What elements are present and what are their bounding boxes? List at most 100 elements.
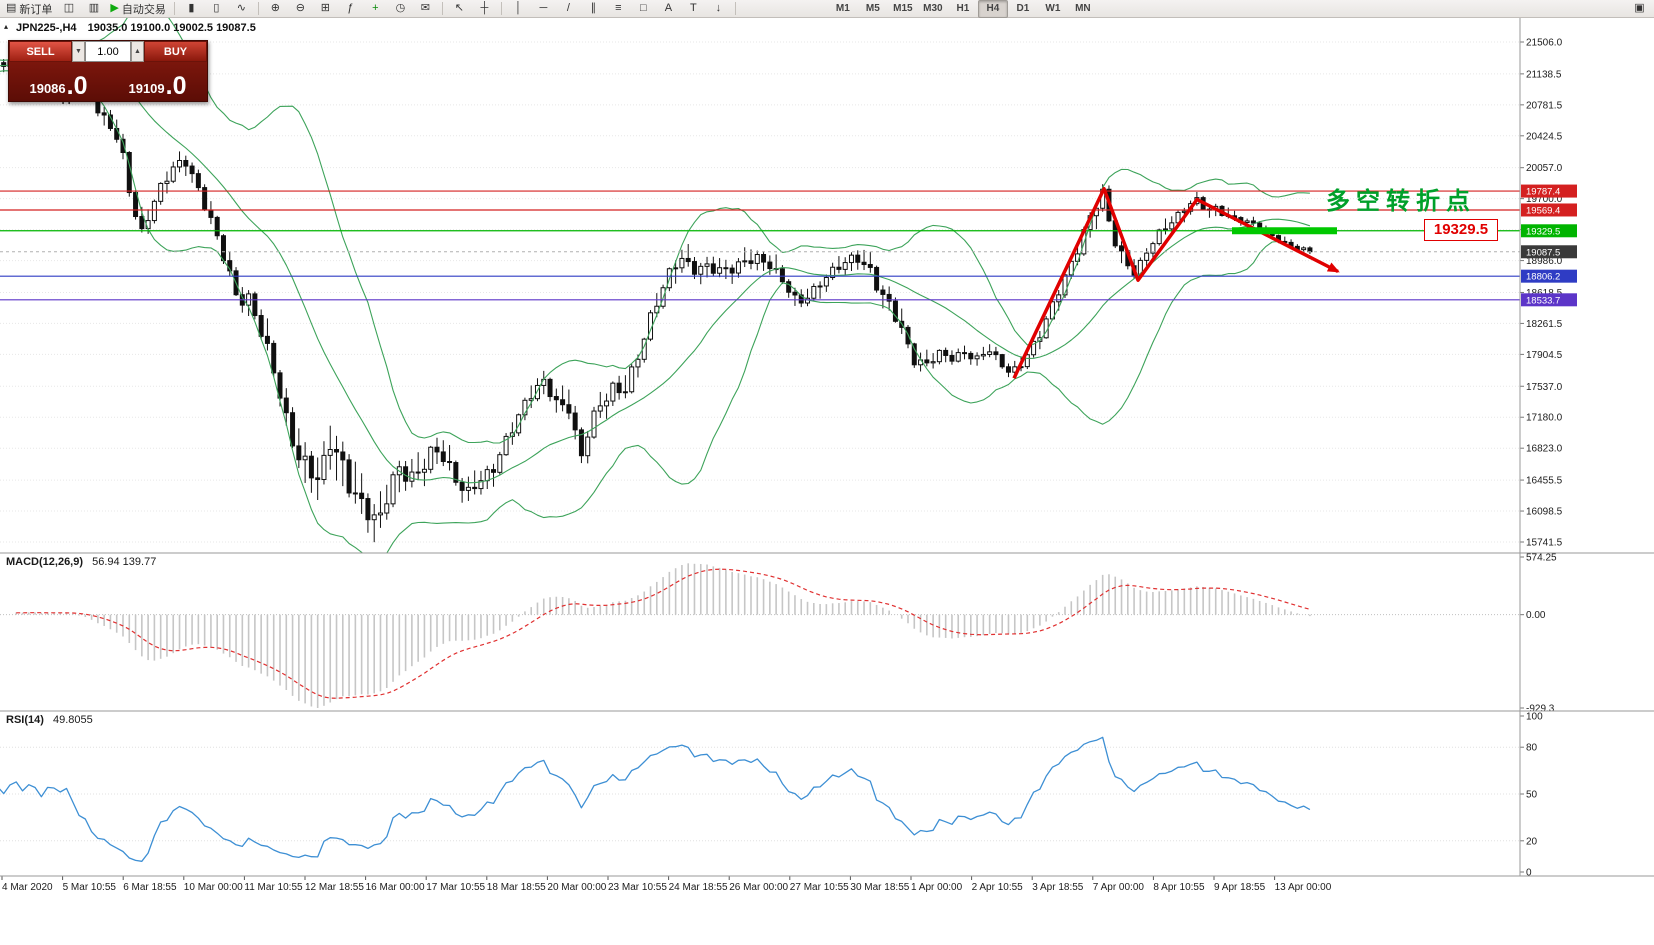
tile-windows-icon: ⊞ bbox=[320, 2, 330, 14]
svg-text:80: 80 bbox=[1526, 743, 1538, 754]
auto-trading-button[interactable]: ▶ 自动交易 bbox=[110, 2, 166, 16]
svg-text:23 Mar 10:55: 23 Mar 10:55 bbox=[608, 882, 667, 893]
time-axis[interactable]: 4 Mar 2020 5 Mar 10:55 6 Mar 18:55 10 Mar 0… bbox=[1, 876, 1332, 893]
timeframe-m30[interactable]: M30 bbox=[923, 3, 943, 14]
line-chart-icon: ∿ bbox=[236, 2, 246, 14]
svg-text:-929.3: -929.3 bbox=[1526, 704, 1555, 715]
svg-text:8 Apr 10:55: 8 Apr 10:55 bbox=[1153, 882, 1205, 893]
new-order-icon: ▤ bbox=[6, 2, 17, 14]
svg-text:20424.5: 20424.5 bbox=[1526, 131, 1563, 142]
svg-text:574.25: 574.25 bbox=[1526, 553, 1557, 564]
zoom-in-button[interactable]: ⊕ bbox=[263, 0, 288, 18]
main-toolbar: ▤ 新订单 ◫ ▥ ▶ 自动交易 ▮ ▯ ∿ ⊕ ⊖ ⊞ ƒ + ◷ ✉ ↖ ┼… bbox=[0, 0, 1654, 18]
new-order-button[interactable]: ▤ 新订单 bbox=[6, 2, 53, 16]
sell-price[interactable]: 19086 .0 bbox=[9, 62, 108, 101]
profiles-button[interactable]: ▥ bbox=[81, 0, 106, 18]
vertical-line-button[interactable]: │ bbox=[506, 0, 531, 18]
candlestick-icon: ▯ bbox=[213, 2, 220, 14]
bollinger-bands bbox=[0, 18, 1311, 553]
one-click-collapse-icon[interactable]: ▴ bbox=[4, 22, 9, 31]
timeframe-m15[interactable]: M15 bbox=[893, 3, 913, 14]
toolbar-separator bbox=[257, 2, 259, 15]
macd-name: MACD(12,26,9) bbox=[6, 556, 84, 568]
rsi-name: RSI(14) bbox=[6, 714, 44, 726]
docking-button[interactable]: ▣ bbox=[1627, 0, 1652, 18]
tile-windows-button[interactable]: ⊞ bbox=[313, 0, 338, 18]
timeframe-h1[interactable]: H1 bbox=[956, 3, 970, 14]
channel-button[interactable]: ∥ bbox=[581, 0, 606, 18]
shapes-icon: □ bbox=[640, 2, 647, 14]
svg-text:17 Mar 10:55: 17 Mar 10:55 bbox=[426, 882, 485, 893]
cursor-button[interactable]: ↖ bbox=[447, 0, 472, 18]
horizontal-line-button[interactable]: ─ bbox=[531, 0, 556, 18]
clock-icon: ◷ bbox=[395, 2, 406, 14]
svg-text:24 Mar 18:55: 24 Mar 18:55 bbox=[669, 882, 728, 893]
line-chart-button[interactable]: ∿ bbox=[229, 0, 254, 18]
svg-text:12 Mar 18:55: 12 Mar 18:55 bbox=[305, 882, 364, 893]
svg-text:17180.0: 17180.0 bbox=[1526, 413, 1563, 424]
chart-title: JPN225-,H4 19035.0 19100.0 19002.5 19087… bbox=[16, 22, 256, 34]
svg-text:17904.5: 17904.5 bbox=[1526, 350, 1563, 361]
svg-text:100: 100 bbox=[1526, 712, 1543, 723]
svg-text:16823.0: 16823.0 bbox=[1526, 444, 1563, 455]
mail-button[interactable]: ✉ bbox=[413, 0, 438, 18]
candlestick-button[interactable]: ▯ bbox=[204, 0, 229, 18]
timeframe-h4[interactable]: H4 bbox=[977, 0, 1008, 18]
chart-window-button[interactable]: ◫ bbox=[56, 0, 81, 18]
svg-text:50: 50 bbox=[1526, 790, 1538, 801]
rsi-label: RSI(14) 49.8055 bbox=[6, 714, 93, 726]
shapes-button[interactable]: □ bbox=[631, 0, 656, 18]
svg-text:19787.4: 19787.4 bbox=[1526, 187, 1560, 198]
trendline-button[interactable]: / bbox=[556, 0, 581, 18]
chart-background bbox=[0, 18, 1654, 945]
profiles-icon: ▥ bbox=[88, 2, 100, 14]
svg-text:4 Mar 2020: 4 Mar 2020 bbox=[2, 882, 53, 893]
auto-trading-play-icon: ▶ bbox=[110, 2, 119, 14]
svg-text:20: 20 bbox=[1526, 836, 1538, 847]
indicators-button[interactable]: ƒ bbox=[338, 0, 363, 18]
fibonacci-button[interactable]: ≡ bbox=[606, 0, 631, 18]
svg-text:18986.0: 18986.0 bbox=[1526, 256, 1563, 267]
label-button[interactable]: T bbox=[681, 0, 706, 18]
add-indicator-button[interactable]: + bbox=[363, 0, 388, 18]
svg-text:27 Mar 10:55: 27 Mar 10:55 bbox=[790, 882, 849, 893]
zoom-out-icon: ⊖ bbox=[295, 2, 305, 14]
levels-layer[interactable]: 19787.4 19569.4 19329.5 18806.2 18533.7 19087… bbox=[0, 184, 1577, 307]
volume-increase-button[interactable]: ▲ bbox=[131, 41, 144, 62]
timeframe-w1[interactable]: W1 bbox=[1045, 3, 1061, 14]
timeframe-m1[interactable]: M1 bbox=[835, 3, 850, 14]
toolbar-separator bbox=[734, 2, 736, 15]
period-button[interactable]: ◷ bbox=[388, 0, 413, 18]
svg-text:15741.5: 15741.5 bbox=[1526, 538, 1563, 549]
svg-text:20 Mar 00:00: 20 Mar 00:00 bbox=[547, 882, 606, 893]
text-button[interactable]: A bbox=[656, 0, 681, 18]
arrows-button[interactable]: ↓ bbox=[706, 0, 731, 18]
svg-text:21506.0: 21506.0 bbox=[1526, 38, 1563, 49]
macd-values: 56.94 139.77 bbox=[92, 556, 157, 568]
svg-text:13 Apr 00:00: 13 Apr 00:00 bbox=[1275, 882, 1332, 893]
zoom-out-button[interactable]: ⊖ bbox=[288, 0, 313, 18]
zigzag-trendline[interactable] bbox=[1012, 186, 1340, 379]
bar-chart-button[interactable]: ▮ bbox=[179, 0, 204, 18]
volume-decrease-button[interactable]: ▼ bbox=[72, 41, 85, 62]
mail-icon: ✉ bbox=[420, 2, 430, 14]
docking-icon: ▣ bbox=[1634, 2, 1645, 14]
timeframe-mn[interactable]: MN bbox=[1075, 3, 1091, 14]
turning-point-annotation: 多空转折点 bbox=[1326, 188, 1476, 215]
toolbar-separator bbox=[500, 2, 502, 15]
svg-text:18261.5: 18261.5 bbox=[1526, 319, 1563, 330]
timeframe-m5[interactable]: M5 bbox=[865, 3, 880, 14]
cursor-icon: ↖ bbox=[454, 2, 464, 14]
svg-text:26 Mar 00:00: 26 Mar 00:00 bbox=[729, 882, 788, 893]
buy-price[interactable]: 19109 .0 bbox=[108, 62, 207, 101]
volume-input[interactable] bbox=[85, 41, 131, 62]
timeframe-d1[interactable]: D1 bbox=[1016, 3, 1030, 14]
rsi-value: 49.8055 bbox=[52, 714, 93, 726]
sell-button[interactable]: SELL bbox=[9, 41, 72, 62]
crosshair-icon: ┼ bbox=[480, 2, 489, 14]
crosshair-button[interactable]: ┼ bbox=[472, 0, 497, 18]
buy-button[interactable]: BUY bbox=[144, 41, 207, 62]
panel-separators[interactable] bbox=[0, 18, 1654, 877]
svg-text:21138.5: 21138.5 bbox=[1526, 69, 1562, 80]
